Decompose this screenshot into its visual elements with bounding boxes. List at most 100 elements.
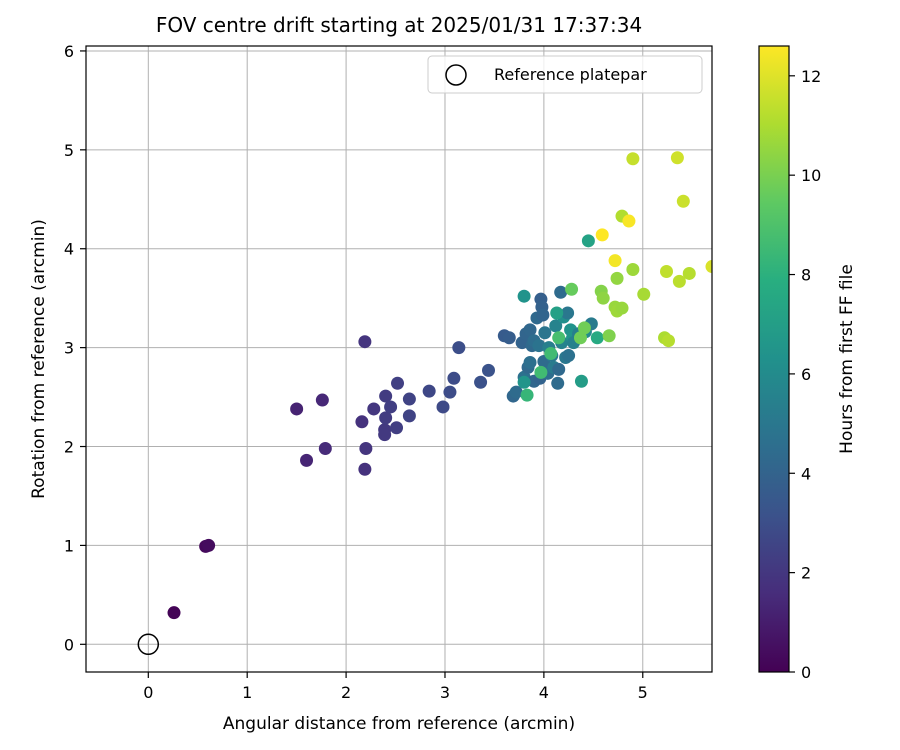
data-point — [523, 355, 537, 369]
data-point — [565, 282, 579, 296]
data-point — [367, 402, 381, 416]
data-point — [402, 392, 416, 406]
y-tick-label: 2 — [64, 438, 74, 457]
colorbar-tick-label: 0 — [801, 663, 811, 682]
data-point — [402, 409, 416, 423]
data-point — [637, 287, 651, 301]
data-point — [577, 321, 591, 335]
reference-platepar-marker — [137, 633, 160, 656]
grid — [86, 46, 712, 672]
data-point — [315, 393, 329, 407]
data-point — [554, 285, 568, 299]
colorbar-label: Hours from first FF file — [837, 264, 857, 454]
data-point — [534, 365, 548, 379]
data-point — [551, 376, 565, 390]
plot-frame — [85, 45, 713, 673]
y-tick-label: 1 — [64, 536, 74, 555]
x-tick-label: 2 — [341, 683, 351, 702]
data-points — [167, 151, 712, 620]
data-point — [300, 453, 314, 467]
data-point — [626, 263, 640, 277]
data-point — [384, 400, 398, 414]
data-point — [590, 331, 604, 345]
data-point — [509, 385, 523, 399]
data-point — [561, 306, 575, 320]
data-point — [378, 428, 392, 442]
data-point — [549, 319, 563, 333]
data-point — [610, 271, 624, 285]
data-point — [532, 339, 546, 353]
data-point — [682, 266, 696, 280]
data-point — [318, 441, 332, 455]
x-tick-label: 1 — [242, 683, 252, 702]
data-point — [520, 388, 534, 402]
data-point — [552, 331, 566, 345]
colorbar-gradient — [758, 45, 790, 673]
data-point — [608, 254, 622, 268]
data-point — [602, 329, 616, 343]
colorbar-tick-label: 6 — [801, 365, 811, 384]
data-point — [379, 389, 393, 403]
data-point — [672, 274, 686, 288]
data-point — [390, 421, 404, 435]
data-point — [359, 441, 373, 455]
data-point — [422, 384, 436, 398]
y-tick-label: 5 — [64, 141, 74, 160]
data-point — [436, 400, 450, 414]
data-point — [573, 331, 587, 345]
colorbar-tick-label: 8 — [801, 266, 811, 285]
data-point — [358, 462, 372, 476]
y-tick-label: 6 — [64, 42, 74, 61]
data-point — [379, 411, 393, 425]
x-tick-label: 3 — [440, 683, 450, 702]
data-point — [676, 194, 690, 208]
data-point — [615, 301, 629, 315]
data-point — [391, 376, 405, 390]
chart-title: FOV centre drift starting at 2025/01/31 … — [156, 13, 642, 37]
data-point — [517, 289, 531, 303]
legend-entry-reference-platepar: Reference platepar — [494, 65, 647, 84]
data-point — [552, 362, 566, 376]
x-tick-label: 4 — [539, 683, 549, 702]
y-axis-ticks: 0 1 2 3 4 5 6 — [64, 42, 86, 654]
data-point — [481, 363, 495, 377]
data-point — [596, 291, 610, 305]
data-point — [447, 371, 461, 385]
x-axis-ticks: 0 1 2 3 4 5 — [143, 672, 648, 702]
data-point — [452, 341, 466, 355]
data-point — [660, 264, 674, 278]
data-point — [626, 152, 640, 166]
legend: Reference platepar — [427, 55, 703, 94]
data-point — [622, 214, 636, 228]
data-point — [523, 323, 537, 337]
colorbar: 0 2 4 6 8 10 12 Hours from first FF file — [758, 45, 857, 682]
reference-marker-group — [137, 633, 160, 656]
data-point — [358, 335, 372, 349]
data-point — [474, 375, 488, 389]
data-point — [202, 538, 216, 552]
y-tick-label: 3 — [64, 339, 74, 358]
data-point — [502, 331, 516, 345]
data-point — [517, 375, 531, 389]
data-point — [581, 234, 595, 248]
colorbar-tick-label: 12 — [801, 67, 821, 86]
legend-marker — [445, 64, 467, 86]
data-point — [536, 308, 550, 322]
y-axis-label: Rotation from reference (arcmin) — [29, 219, 49, 499]
data-point — [550, 306, 564, 320]
x-axis-label: Angular distance from reference (arcmin) — [223, 714, 575, 734]
y-tick-label: 4 — [64, 240, 74, 259]
data-point — [355, 415, 369, 429]
x-tick-label: 5 — [638, 683, 648, 702]
data-point — [167, 606, 181, 620]
colorbar-tick-label: 4 — [801, 464, 811, 483]
data-point — [661, 334, 675, 348]
colorbar-tick-label: 2 — [801, 564, 811, 583]
data-point — [544, 347, 558, 361]
data-point — [595, 228, 609, 242]
data-point — [705, 260, 712, 274]
colorbar-tick-label: 10 — [801, 166, 821, 185]
data-point — [670, 151, 684, 165]
data-point — [574, 374, 588, 388]
